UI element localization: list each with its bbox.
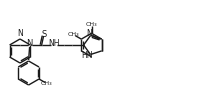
Text: HN: HN (81, 51, 92, 60)
Text: CH₃: CH₃ (86, 22, 97, 27)
Text: N: N (26, 39, 33, 48)
Text: N: N (17, 28, 23, 37)
Text: N: N (87, 29, 92, 38)
Text: S: S (42, 30, 47, 39)
Text: CH₃: CH₃ (68, 32, 79, 37)
Text: NH: NH (48, 39, 59, 48)
Text: CH₃: CH₃ (41, 81, 53, 86)
